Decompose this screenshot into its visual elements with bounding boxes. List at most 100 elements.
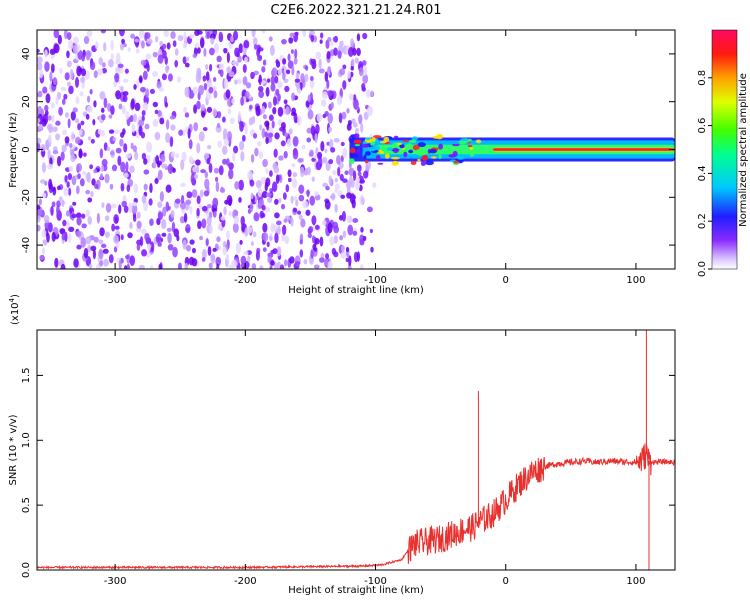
noise-blob [203,190,210,197]
noise-blob [192,86,199,95]
noise-blob [113,246,118,253]
noise-blob [120,234,124,241]
noise-blob [319,236,324,247]
noise-blob [259,210,265,219]
noise-blob [340,141,345,147]
noise-blob [240,150,245,162]
noise-blob [156,81,162,89]
noise-blob [47,163,53,170]
noise-blob [268,101,272,109]
noise-blob [222,246,227,255]
noise-blob [334,204,338,213]
noise-blob [149,183,153,194]
x-tick-label: -300 [104,275,127,286]
signal-blob [421,155,429,161]
noise-blob [85,209,91,217]
noise-blob [297,115,302,126]
noise-blob [359,264,364,269]
noise-blob [125,111,130,120]
noise-blob [100,130,105,137]
noise-blob [55,96,59,106]
noise-blob [254,147,259,157]
noise-blob [218,31,223,38]
noise-blob [223,206,227,216]
noise-blob [295,72,300,79]
x-tick-label: -100 [364,576,387,587]
noise-blob [64,72,70,81]
noise-blob [76,216,82,226]
noise-blob [293,57,298,65]
noise-blob [244,123,248,135]
noise-blob [318,257,325,263]
signal-blob [364,160,369,164]
noise-blob [334,187,338,193]
noise-blob [196,165,200,174]
noise-blob [208,86,214,94]
noise-blob [276,246,282,257]
noise-blob [76,212,82,219]
noise-blob [261,30,266,34]
noise-blob [262,222,268,233]
noise-blob [292,136,299,147]
noise-blob [72,36,79,45]
noise-blob [265,136,269,145]
signal-blob [353,140,362,144]
noise-blob [120,182,125,192]
noise-blob [37,224,41,232]
noise-blob [347,70,351,79]
signal-blob [469,151,475,157]
signal-blob [438,143,443,150]
noise-blob [236,51,240,58]
noise-blob [264,131,268,138]
colorbar-tick-label: 0.8 [697,70,708,86]
noise-blob [83,247,89,259]
noise-blob [50,63,55,74]
noise-blob [197,69,202,81]
noise-blob [317,151,323,160]
noise-blob [39,255,45,261]
noise-blob [166,227,172,232]
noise-blob [38,198,42,206]
colorbar-gradient [711,29,738,270]
noise-blob [50,205,54,216]
signal-blob [372,135,382,138]
signal-blob [438,153,442,160]
noise-blob [270,82,276,92]
noise-blob [362,235,367,241]
noise-blob [44,104,49,112]
noise-blob [52,126,58,133]
noise-blob [138,264,145,269]
noise-blob [52,186,57,196]
noise-blob [270,260,275,266]
noise-blob [164,101,169,108]
noise-blob [131,123,136,133]
noise-blob [226,52,230,63]
noise-blob [176,76,182,83]
noise-blob [351,198,356,209]
noise-blob [231,60,237,66]
noise-blob [305,209,311,216]
noise-blob [124,68,129,74]
noise-blob [362,73,369,84]
noise-blob [354,180,361,191]
noise-blob [132,145,137,153]
noise-blob [51,201,56,208]
noise-blob [99,91,106,100]
noise-blob [261,204,266,211]
noise-blob [38,124,44,130]
noise-blob [275,174,280,185]
noise-blob [340,251,347,259]
noise-blob [81,81,85,89]
noise-blob [55,120,61,126]
noise-blob [303,258,308,265]
noise-blob [257,186,263,198]
noise-blob [255,179,262,189]
noise-blob [86,95,91,103]
noise-blob [177,35,184,42]
noise-blob [282,192,287,200]
noise-blob [114,129,120,134]
noise-blob [282,72,286,81]
noise-blob [226,194,233,206]
noise-blob [147,243,151,252]
